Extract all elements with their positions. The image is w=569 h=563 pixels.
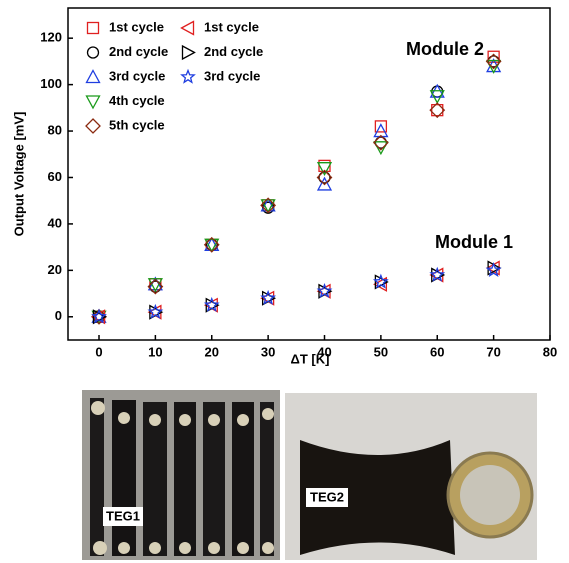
y-tick-label: 60 xyxy=(48,169,62,184)
marker xyxy=(486,58,502,73)
marker xyxy=(429,90,445,105)
legend-marker xyxy=(181,44,196,61)
marker xyxy=(318,171,331,184)
x-tick-label: 30 xyxy=(261,344,275,359)
x-tick-label: 60 xyxy=(430,344,444,359)
x-tick-label: 10 xyxy=(148,344,162,359)
y-tick-label: 40 xyxy=(48,215,62,230)
marker xyxy=(429,266,446,282)
marker xyxy=(431,104,444,117)
marker xyxy=(372,134,389,151)
marker xyxy=(485,262,502,278)
legend-label: 5th cycle xyxy=(109,117,165,132)
marker xyxy=(260,199,276,214)
legend-label: 1st cycle xyxy=(109,19,164,34)
annotation: Module 2 xyxy=(406,39,484,59)
marker xyxy=(260,289,277,305)
marker xyxy=(204,238,220,253)
y-axis-title: Output Voltage [mV] xyxy=(11,112,26,237)
annotation: Module 1 xyxy=(435,232,513,252)
y-tick-label: 120 xyxy=(40,30,62,45)
y-tick-label: 20 xyxy=(48,262,62,277)
legend-marker xyxy=(180,68,196,84)
x-axis-title: ΔT [K] xyxy=(291,351,330,366)
legend-label: 4th cycle xyxy=(109,93,165,108)
legend-marker xyxy=(86,21,100,35)
x-tick-label: 80 xyxy=(543,344,557,359)
legend-label: 2nd cycle xyxy=(204,44,263,59)
marker xyxy=(373,276,388,292)
y-tick-label: 0 xyxy=(55,308,62,323)
marker xyxy=(203,296,220,312)
photo-label: TEG2 xyxy=(310,489,344,504)
marker xyxy=(203,236,220,253)
legend-marker xyxy=(85,95,101,110)
legend-label: 1st cycle xyxy=(204,19,259,34)
marker xyxy=(485,53,502,70)
marker xyxy=(373,141,389,156)
legend-marker xyxy=(85,69,101,84)
marker xyxy=(316,169,333,186)
marker xyxy=(147,303,164,319)
photo-teg1: TEG1 xyxy=(82,390,280,560)
marker xyxy=(260,197,277,214)
x-tick-label: 0 xyxy=(95,344,102,359)
marker xyxy=(486,59,502,74)
plot-frame xyxy=(67,7,551,341)
x-tick-label: 20 xyxy=(205,344,219,359)
x-tick-label: 50 xyxy=(374,344,388,359)
legend-marker xyxy=(180,20,195,36)
legend-label: 3rd cycle xyxy=(109,68,165,83)
marker xyxy=(91,308,107,324)
legend-marker xyxy=(85,118,101,134)
y-tick-label: 80 xyxy=(48,122,62,137)
marker xyxy=(316,282,333,298)
marker xyxy=(429,102,446,119)
marker xyxy=(147,278,164,295)
x-tick-label: 70 xyxy=(486,344,500,359)
x-tick-label: 40 xyxy=(317,344,331,359)
photo-teg2: TEG2 xyxy=(285,393,537,560)
marker xyxy=(372,273,389,289)
legend-marker xyxy=(86,46,100,59)
legend-label: 2nd cycle xyxy=(109,44,168,59)
marker xyxy=(316,162,333,177)
photo-label: TEG1 xyxy=(106,508,140,523)
marker xyxy=(316,176,333,191)
legend-label: 3rd cycle xyxy=(204,68,260,83)
marker xyxy=(374,120,388,133)
y-tick-label: 100 xyxy=(40,76,62,91)
marker xyxy=(487,50,500,63)
